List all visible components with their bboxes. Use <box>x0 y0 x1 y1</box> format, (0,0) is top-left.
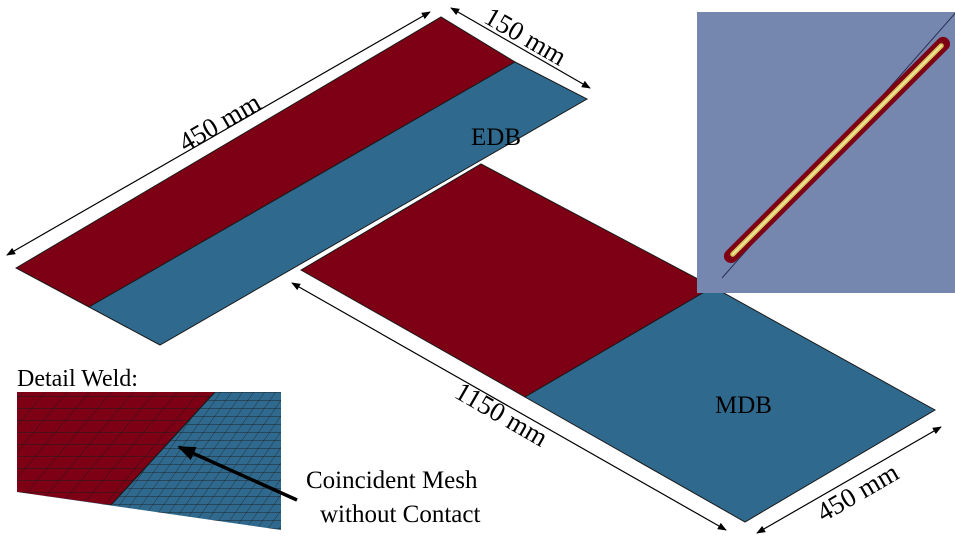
mdb-label: MDB <box>715 392 772 419</box>
edb-width-arrow <box>450 7 591 89</box>
annotation-line-2: without Contact <box>320 501 480 528</box>
annotation-arrow <box>177 445 298 502</box>
mdb-width-arrow <box>756 426 942 534</box>
edb-length-arrow <box>6 11 431 256</box>
simulation-inset <box>697 12 955 293</box>
annotation-line-1: Coincident Mesh <box>306 467 478 494</box>
coincident-mesh-annotation: Coincident Mesh without Contact <box>177 445 480 528</box>
detail-weld-seam <box>110 392 216 506</box>
mdb-length-arrow <box>291 282 727 531</box>
edb-label: EDB <box>471 124 521 151</box>
detail-weld-title: Detail Weld: <box>17 366 138 392</box>
detail-weld-inset: Detail Weld: <box>17 366 281 537</box>
detail-red-mesh <box>17 392 215 505</box>
detail-bottom-mask <box>17 492 281 537</box>
weld-seam-simulation-icon <box>723 36 951 264</box>
